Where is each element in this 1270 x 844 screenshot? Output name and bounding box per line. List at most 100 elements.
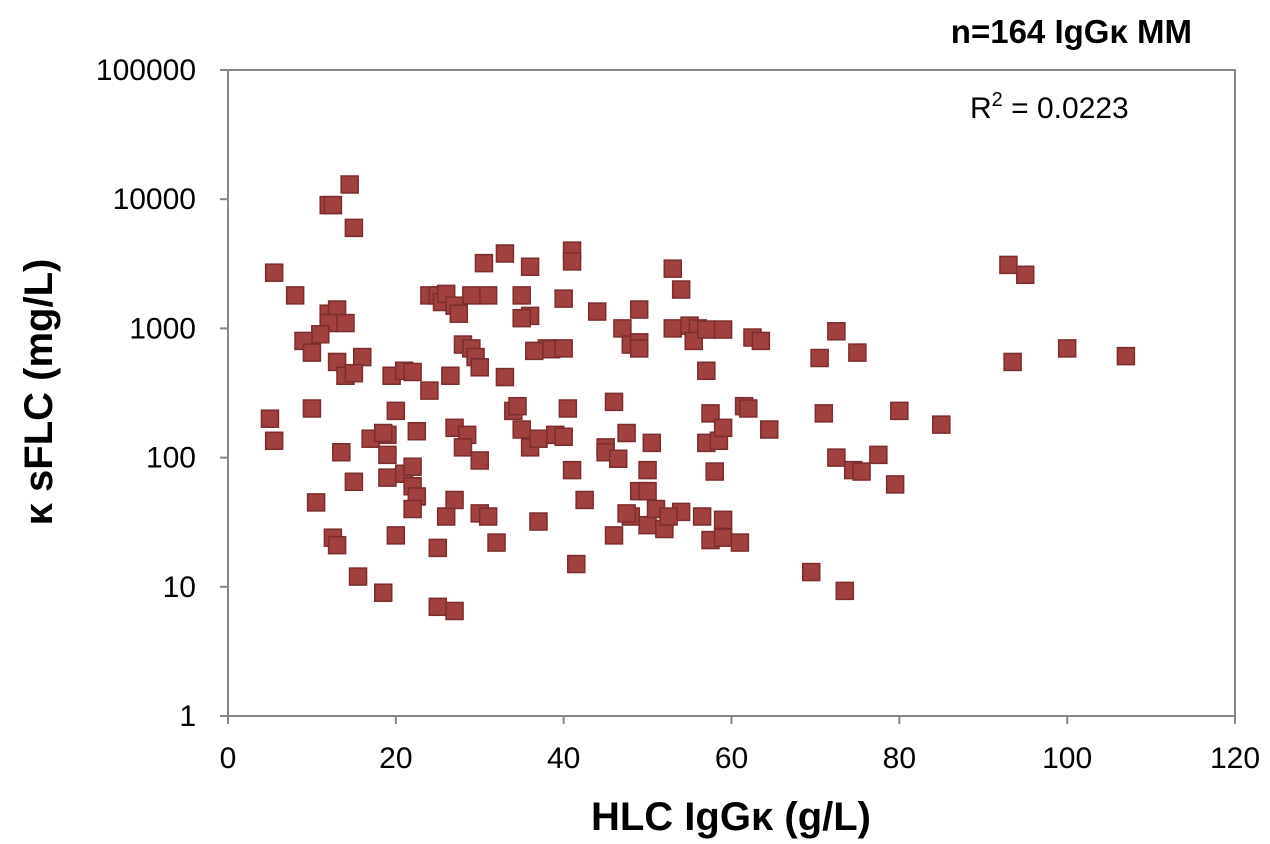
chart-title: n=164 IgGκ MM <box>951 13 1192 50</box>
r-squared-annotation: R2 = 0.0223 <box>970 89 1129 125</box>
data-point <box>302 399 322 418</box>
data-point <box>617 504 636 523</box>
data-point <box>814 404 834 423</box>
data-point <box>311 325 330 344</box>
data-point <box>327 535 347 555</box>
data-point <box>453 438 473 457</box>
data-point <box>835 581 855 601</box>
data-point <box>403 457 422 476</box>
data-point <box>386 401 406 421</box>
x-tick-label: 120 <box>1210 742 1260 775</box>
data-point <box>663 259 683 278</box>
x-tick-label: 100 <box>1042 742 1092 775</box>
data-point <box>474 253 494 273</box>
data-point <box>1116 346 1136 366</box>
data-point <box>403 362 422 382</box>
y-tick-label: 1000 <box>129 312 196 345</box>
data-point <box>332 443 351 462</box>
data-point <box>760 420 779 439</box>
data-point <box>638 481 657 501</box>
data-point <box>407 421 427 441</box>
y-axis: 1 10 100 1000 10000 100000 <box>96 54 228 733</box>
data-point <box>613 319 632 338</box>
data-point <box>525 341 544 361</box>
data-point <box>336 313 355 333</box>
data-point <box>890 401 909 421</box>
data-point <box>470 358 489 377</box>
data-point <box>403 499 422 519</box>
data-point <box>604 526 624 545</box>
data-point <box>659 507 678 526</box>
data-point <box>638 515 657 535</box>
data-point <box>340 175 359 194</box>
data-point <box>642 433 662 453</box>
data-point <box>554 289 573 308</box>
data-point <box>302 343 322 362</box>
data-point <box>386 526 406 545</box>
data-point <box>1015 265 1035 285</box>
data-point <box>801 562 821 582</box>
data-point <box>852 462 871 481</box>
data-point <box>470 451 489 470</box>
data-point <box>495 244 515 263</box>
data-point <box>671 280 691 299</box>
x-tick-label: 60 <box>715 742 748 775</box>
data-point <box>629 300 649 319</box>
data-point <box>713 510 733 530</box>
data-point <box>508 396 527 416</box>
data-point <box>697 320 716 339</box>
data-point <box>348 567 368 586</box>
data-point <box>827 322 846 341</box>
data-point <box>730 533 750 552</box>
x-tick-label: 80 <box>883 742 916 775</box>
data-point <box>436 507 456 526</box>
data-point <box>739 399 758 418</box>
data-point <box>562 460 582 480</box>
x-tick-label: 40 <box>547 742 580 775</box>
data-point <box>554 427 573 447</box>
data-point <box>1057 339 1077 358</box>
data-point <box>306 493 326 512</box>
data-point <box>378 468 397 487</box>
data-point <box>285 286 305 305</box>
data-point <box>487 533 506 552</box>
data-point <box>562 252 582 271</box>
data-point <box>885 475 905 494</box>
data-point <box>629 339 649 358</box>
y-tick-label: 10000 <box>113 183 196 216</box>
data-point <box>512 286 531 305</box>
x-tick-label: 0 <box>220 742 237 775</box>
x-tick-label: 20 <box>379 742 412 775</box>
data-point <box>344 363 364 383</box>
x-axis-title: HLC IgGκ (g/L) <box>591 795 871 839</box>
y-tick-label: 10 <box>163 571 196 604</box>
data-point <box>495 367 515 387</box>
data-point <box>520 257 540 277</box>
data-point <box>428 538 448 558</box>
data-point <box>932 415 951 434</box>
y-tick-label: 100000 <box>96 54 196 87</box>
data-point <box>705 462 724 481</box>
data-point <box>713 320 733 339</box>
data-point <box>378 445 397 465</box>
r-squared-superscript: 2 <box>992 89 1003 111</box>
r-squared-value: = 0.0223 <box>1003 92 1129 125</box>
data-point <box>692 507 712 526</box>
data-point <box>869 445 888 465</box>
data-point <box>1003 352 1022 372</box>
data-point <box>441 366 460 386</box>
data-point <box>428 597 448 617</box>
x-axis: 0 20 40 60 80 100 120 <box>220 716 1260 775</box>
data-point <box>558 399 578 418</box>
data-point <box>420 381 439 400</box>
data-point <box>567 554 586 574</box>
data-point <box>260 409 280 428</box>
data-point <box>697 361 716 381</box>
data-point <box>478 507 498 526</box>
data-point <box>713 418 733 438</box>
data-point <box>445 601 464 621</box>
data-point <box>323 195 343 215</box>
data-point <box>529 429 548 448</box>
